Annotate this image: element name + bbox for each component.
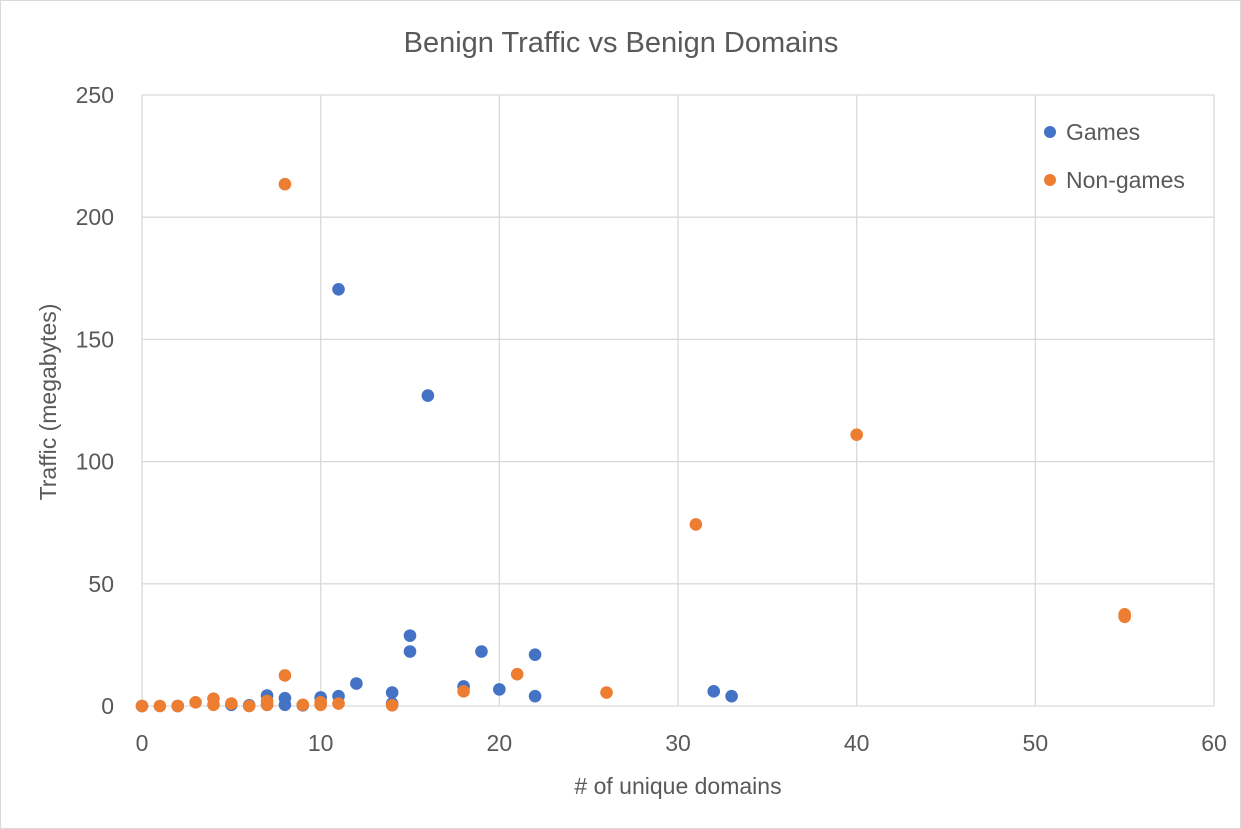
x-tick-label: 0	[136, 730, 149, 756]
x-tick-label: 30	[665, 730, 691, 756]
data-point-non-games	[689, 518, 703, 531]
data-point-non-games	[278, 669, 292, 682]
data-point-non-games	[225, 697, 238, 710]
data-point-games	[332, 282, 345, 296]
data-point-games	[278, 691, 292, 705]
data-point-non-games	[207, 692, 220, 705]
data-point-non-games	[600, 686, 613, 699]
data-point-non-games	[189, 696, 202, 709]
data-point-non-games	[153, 699, 167, 713]
legend-marker-non-games	[1044, 174, 1056, 186]
data-point-non-games	[510, 667, 524, 681]
data-point-games	[421, 389, 435, 402]
y-tick-label: 250	[76, 82, 114, 108]
data-point-games	[475, 645, 488, 658]
data-point-non-games	[314, 696, 327, 709]
data-point-games	[493, 683, 506, 696]
data-point-games	[403, 629, 417, 642]
chart-title: Benign Traffic vs Benign Domains	[404, 27, 839, 59]
data-point-games	[403, 645, 417, 658]
data-point-games	[350, 677, 363, 690]
x-tick-label: 20	[487, 730, 513, 756]
x-tick-label: 60	[1201, 730, 1227, 756]
y-axis-ticks: 0 50 100 150 200 250	[76, 82, 114, 719]
y-tick-label: 150	[76, 326, 114, 352]
y-axis-title: Traffic (megabytes)	[35, 304, 61, 501]
legend: Games Non-games	[1044, 119, 1185, 193]
data-point-games	[707, 685, 721, 698]
data-point-games	[725, 689, 738, 703]
y-tick-label: 100	[76, 449, 114, 475]
legend-label-non-games: Non-games	[1066, 167, 1185, 193]
x-axis-ticks: 0 10 20 30 40 50 60	[136, 730, 1227, 756]
y-tick-label: 50	[88, 571, 114, 597]
y-tick-label: 0	[101, 693, 114, 719]
data-point-non-games	[171, 699, 185, 713]
x-axis-title: # of unique domains	[574, 773, 781, 799]
data-point-games	[385, 686, 399, 699]
data-point-non-games	[260, 694, 274, 708]
data-point-non-games	[1118, 608, 1131, 621]
data-point-non-games	[242, 699, 256, 713]
x-tick-label: 50	[1023, 730, 1049, 756]
x-tick-label: 40	[844, 730, 870, 756]
data-point-non-games	[278, 177, 292, 191]
gridlines	[141, 94, 1215, 707]
legend-marker-games	[1044, 126, 1056, 138]
x-tick-label: 10	[308, 730, 334, 756]
data-point-non-games	[457, 685, 470, 698]
y-tick-label: 200	[76, 204, 114, 230]
data-point-games	[528, 648, 542, 661]
data-point-games	[528, 689, 542, 703]
data-point-non-games	[296, 698, 310, 712]
data-points	[135, 177, 1131, 713]
data-point-non-games	[850, 428, 863, 442]
data-point-non-games	[385, 698, 399, 712]
legend-label-games: Games	[1066, 119, 1140, 145]
data-point-non-games	[332, 697, 345, 710]
data-point-non-games	[135, 699, 149, 713]
